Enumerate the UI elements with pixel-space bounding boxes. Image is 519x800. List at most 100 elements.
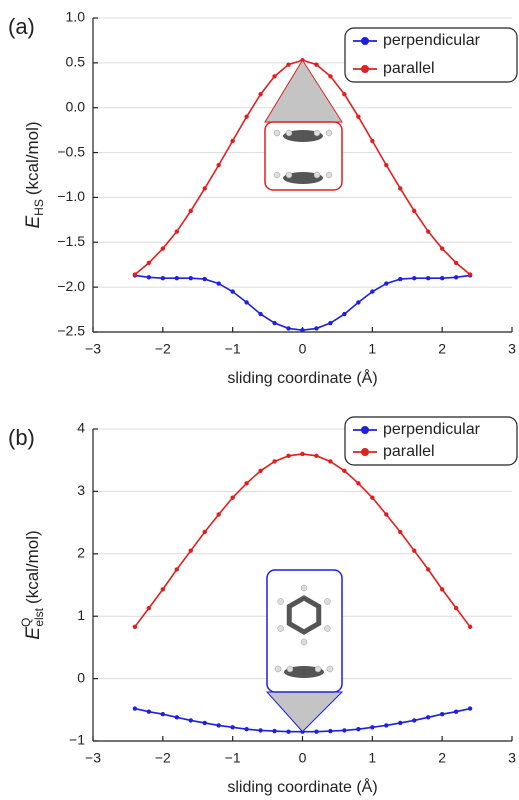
x-tick-label: 3 [508,750,516,766]
data-point [244,114,248,118]
data-point [314,62,318,66]
legend-label: parallel [383,443,435,460]
atom [278,599,284,605]
data-point [384,723,388,727]
data-point [412,276,416,280]
data-point [258,728,262,732]
data-point [314,729,318,733]
series-line [135,275,470,330]
data-point [356,114,360,118]
x-tick-label: −1 [225,750,241,766]
data-point [217,281,221,285]
inset-pointer [267,692,342,732]
data-point [454,275,458,279]
data-point [258,312,262,316]
inset [267,570,342,732]
data-point [384,281,388,285]
x-tick-label: −2 [155,341,171,357]
data-point [286,454,290,458]
data-point [203,186,207,190]
x-tick-label: −2 [155,750,171,766]
data-point [203,530,207,534]
atom [326,130,332,136]
data-point [272,321,276,325]
atom [301,639,307,645]
panel-label: (b) [8,425,35,450]
data-point [286,62,290,66]
x-tick-label: 2 [438,750,446,766]
atom [274,130,280,136]
y-tick-label: 1.0 [66,9,86,25]
data-point [175,276,179,280]
data-point [133,706,137,710]
data-point [175,715,179,719]
y-label-sup: Q [19,618,33,627]
x-tick-label: −3 [85,341,101,357]
data-point [412,209,416,213]
data-point [356,727,360,731]
data-point [244,727,248,731]
atom [286,130,292,136]
data-point [440,276,444,280]
atom [287,666,293,672]
data-point [272,729,276,733]
data-point [314,326,318,330]
data-point [342,469,346,473]
y-tick-label: 2 [77,545,85,561]
x-axis-label: sliding coordinate (Å) [227,777,377,796]
x-tick-label: 1 [368,341,376,357]
data-point [258,469,262,473]
legend-marker [361,426,369,434]
data-point [217,163,221,167]
y-tick-label: 0.0 [66,98,86,114]
data-point [244,300,248,304]
y-tick-label: 3 [77,482,85,498]
data-point [426,229,430,233]
data-point [426,567,430,571]
y-label-symbol: E [23,627,44,640]
data-point [217,512,221,516]
figure: −2.5−2.0−1.5−1.0−0.50.00.51.0−3−2−10123s… [0,0,519,800]
data-point [454,606,458,610]
data-point [175,229,179,233]
y-tick-label: −1 [69,732,85,748]
data-point [342,92,346,96]
atom [278,626,284,632]
atom [275,666,281,672]
data-point [384,163,388,167]
data-point [398,277,402,281]
y-label-sub: HS [32,199,46,216]
data-point [189,276,193,280]
inset-pointer [265,60,342,122]
data-point [468,625,472,629]
data-point [203,277,207,281]
data-point [272,459,276,463]
data-point [370,495,374,499]
legend-marker [361,37,369,45]
data-point [189,209,193,213]
atom [314,130,320,136]
data-point [286,729,290,733]
atom [326,172,332,178]
data-point [258,92,262,96]
legend-label: perpendicular [383,421,481,438]
y-tick-label: −1.0 [57,188,85,204]
data-point [342,312,346,316]
data-point [412,718,416,722]
data-point [412,548,416,552]
data-point [440,712,444,716]
y-tick-label: 4 [77,420,85,436]
y-tick-label: 0 [77,669,85,685]
data-point [230,495,234,499]
data-point [147,261,151,265]
data-point [370,139,374,143]
y-label-symbol: E [23,216,44,229]
data-point [230,725,234,729]
data-point [356,300,360,304]
data-point [356,481,360,485]
data-point [230,289,234,293]
data-point [217,723,221,727]
data-point [133,625,137,629]
data-point [314,454,318,458]
data-point [147,606,151,610]
